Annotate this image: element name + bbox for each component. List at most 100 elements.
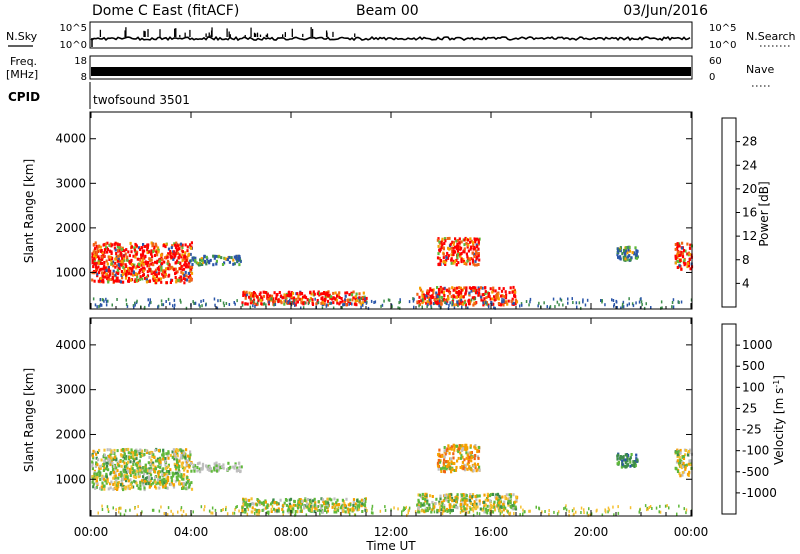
range-cell	[149, 479, 152, 482]
range-cell	[194, 259, 197, 263]
range-cell	[479, 295, 483, 299]
range-cell	[473, 289, 476, 293]
cpid-label: CPID	[8, 90, 40, 104]
beam-label: Beam 00	[356, 3, 419, 19]
range-cell	[588, 507, 590, 511]
range-cell	[112, 487, 115, 491]
range-cell	[314, 501, 317, 505]
range-cell	[262, 503, 265, 507]
range-cell	[624, 461, 627, 465]
range-cell	[477, 247, 480, 251]
range-cell	[91, 254, 94, 258]
range-cell	[152, 242, 155, 246]
range-cell	[450, 295, 453, 299]
range-cell	[484, 498, 487, 502]
range-cell	[586, 511, 588, 515]
range-cell	[453, 446, 456, 450]
range-cell	[363, 295, 366, 299]
range-cell	[630, 453, 633, 456]
range-cell	[493, 500, 496, 504]
range-cell	[678, 242, 681, 246]
range-cell	[157, 250, 160, 254]
range-cell	[135, 463, 138, 467]
range-cell	[343, 502, 346, 506]
range-cell	[277, 502, 280, 506]
range-cell	[451, 505, 454, 509]
range-cell	[525, 300, 528, 303]
range-cell	[333, 497, 336, 501]
range-cell	[137, 475, 140, 478]
range-cell	[120, 464, 123, 468]
range-cell	[150, 477, 153, 481]
range-cell	[686, 265, 689, 269]
range-cell	[465, 507, 468, 511]
range-cell	[622, 300, 625, 304]
range-cell	[135, 453, 138, 457]
range-cell	[124, 487, 127, 491]
range-cell	[294, 303, 297, 307]
range-cell	[457, 290, 460, 293]
range-cell	[155, 275, 158, 279]
range-cell	[326, 303, 328, 307]
range-cell	[179, 242, 183, 246]
range-cell	[167, 475, 170, 479]
range-cell	[335, 298, 338, 302]
range-cell	[102, 271, 105, 275]
range-cell	[126, 474, 129, 478]
range-cell	[463, 286, 466, 290]
range-cell	[568, 509, 570, 513]
range-cell	[571, 297, 573, 301]
range-cell	[273, 291, 276, 295]
nsearch-tick-bottom: 10^0	[709, 40, 736, 51]
range-cell	[109, 269, 112, 273]
range-cell	[499, 512, 502, 516]
range-cell	[468, 510, 471, 514]
range-cell	[213, 468, 216, 472]
range-cell	[586, 298, 589, 302]
range-cell	[324, 500, 328, 504]
range-cell	[294, 503, 297, 507]
range-cell	[501, 495, 504, 499]
range-cell	[152, 277, 155, 281]
range-cell	[633, 461, 637, 465]
range-cell	[452, 259, 455, 263]
range-cell	[218, 463, 221, 467]
range-cell	[442, 252, 445, 256]
range-cell	[417, 500, 420, 504]
range-cell	[151, 467, 155, 471]
range-cell	[185, 513, 187, 517]
range-cell	[437, 509, 440, 512]
range-cell	[354, 296, 357, 300]
range-cell	[187, 480, 190, 483]
range-cell	[605, 510, 607, 514]
range-cell	[109, 472, 112, 476]
range-cell	[636, 249, 639, 253]
range-cell	[127, 451, 130, 455]
range-cell	[510, 505, 513, 509]
range-cell	[424, 509, 427, 513]
range-cell	[493, 306, 495, 310]
range-cell	[469, 451, 472, 455]
range-cell	[470, 287, 473, 290]
range-cell	[97, 255, 100, 259]
range-cell	[440, 504, 443, 508]
range-cell	[158, 271, 161, 275]
range-cell	[166, 259, 170, 263]
nave-label: Nave	[746, 63, 774, 76]
range-cell	[155, 244, 158, 248]
range-cell	[624, 257, 627, 261]
colorbar-tick-label: -500	[742, 465, 769, 479]
range-cell	[139, 462, 142, 466]
range-cell	[132, 271, 135, 275]
range-cell	[461, 464, 464, 468]
range-cell	[458, 241, 461, 245]
range-cell	[177, 449, 180, 453]
range-cell	[681, 471, 684, 475]
range-cell	[446, 496, 449, 500]
range-cell	[219, 466, 222, 470]
range-cell	[98, 305, 100, 308]
range-cell	[631, 302, 634, 306]
range-cell	[402, 508, 404, 512]
freq-label: Freq.	[10, 55, 37, 68]
range-cell	[453, 303, 456, 307]
